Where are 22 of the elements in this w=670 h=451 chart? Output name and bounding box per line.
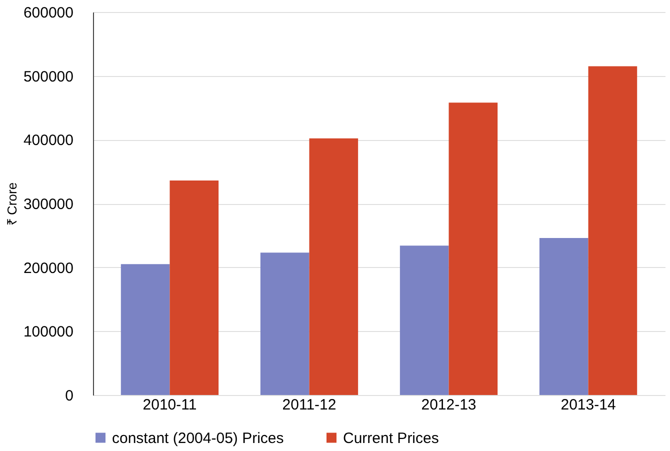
bar — [120, 264, 170, 395]
bar — [260, 252, 310, 395]
bar — [539, 238, 588, 395]
x-tick-label: 2012-13 — [421, 396, 476, 414]
y-tick-label: 0 — [65, 388, 74, 404]
bar — [588, 66, 638, 395]
y-tick-label: 200000 — [23, 260, 74, 277]
y-axis-title: ₹ Crore — [4, 182, 20, 226]
bar — [170, 180, 219, 395]
legend-label: Current Prices — [343, 430, 439, 447]
x-tick-label: 2013-14 — [560, 396, 616, 414]
x-tick-label: 2010-11 — [142, 396, 197, 414]
bar — [309, 138, 358, 395]
y-tick-label: 300000 — [23, 196, 74, 213]
bar — [400, 246, 449, 395]
y-tick-label: 400000 — [23, 132, 74, 150]
y-tick-label: 600000 — [23, 4, 74, 22]
bar — [448, 102, 498, 395]
y-tick-label: 500000 — [23, 68, 74, 86]
x-tick-label: 2011-12 — [282, 396, 336, 414]
y-tick-label: 100000 — [23, 324, 74, 341]
legend-label: constant (2004-05) Prices — [112, 430, 284, 447]
